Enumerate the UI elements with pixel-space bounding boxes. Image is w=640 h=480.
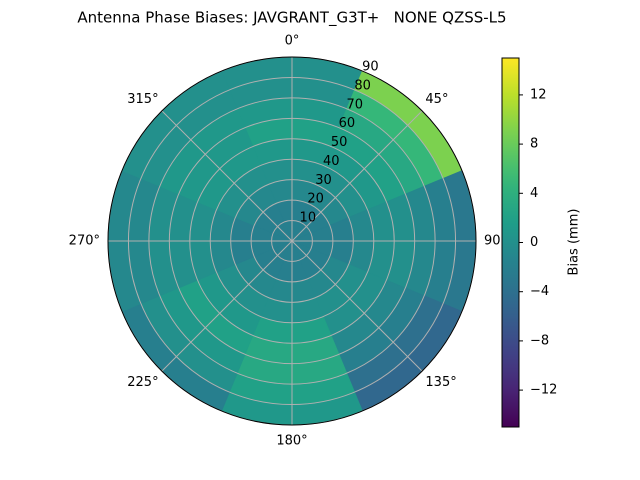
polar-overlay <box>107 56 477 426</box>
r-tick-label: 80 <box>354 78 371 93</box>
polar-frame <box>107 56 477 426</box>
r-tick-label: 90 <box>362 60 379 75</box>
colorbar-tick-label: −4 <box>530 284 549 299</box>
r-tick-label: 10 <box>300 211 317 226</box>
colorbar-tick-label: −8 <box>530 333 549 348</box>
colorbar-tick-label: −12 <box>530 383 557 398</box>
r-tick-label: 60 <box>339 116 356 131</box>
colorbar-tick-label: 8 <box>530 137 538 152</box>
colorbar-tick-label: 4 <box>530 186 538 201</box>
r-tick-label: 30 <box>315 173 332 188</box>
theta-tick-label: 90 <box>484 234 501 249</box>
theta-tick-label: 180° <box>276 434 307 449</box>
r-tick-label: 20 <box>307 192 324 207</box>
r-tick-label: 40 <box>323 154 340 169</box>
colorbar-tick-label: 0 <box>530 235 538 250</box>
theta-tick-label: 135° <box>425 375 456 390</box>
r-tick-label: 70 <box>346 97 363 112</box>
grid-spoke <box>291 240 423 372</box>
theta-tick-label: 0° <box>285 34 300 49</box>
r-tick-label: 50 <box>331 135 348 150</box>
chart-title: Antenna Phase Biases: JAVGRANT_G3T+ NONE… <box>77 9 506 28</box>
grid-spoke <box>291 110 423 242</box>
theta-tick-label: 225° <box>127 375 158 390</box>
colorbar-label: Bias (mm) <box>567 209 582 276</box>
theta-tick-label: 45° <box>425 92 448 107</box>
colorbar <box>501 57 520 428</box>
theta-tick-label: 270° <box>69 234 100 249</box>
colorbar-tick-label: 12 <box>530 87 547 102</box>
grid-spoke <box>161 110 293 242</box>
grid-spoke <box>161 240 293 372</box>
theta-tick-label: 315° <box>127 92 158 107</box>
